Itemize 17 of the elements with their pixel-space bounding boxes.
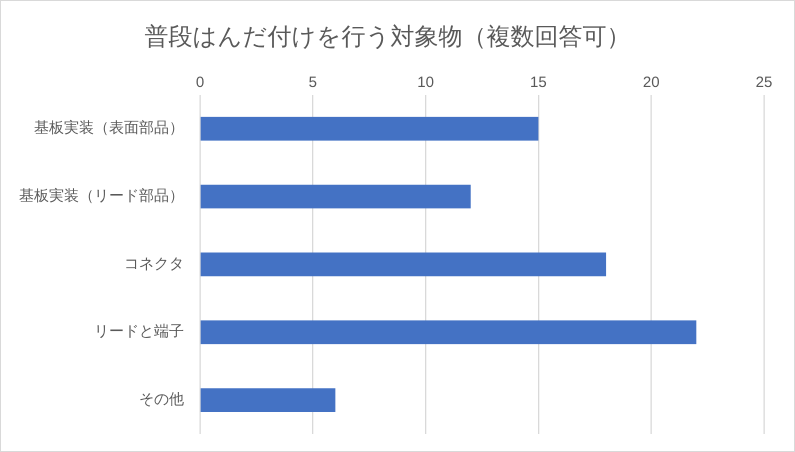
y-tick-label: 基板実装（表面部品） — [34, 118, 184, 137]
y-tick-label: 基板実装（リード部品） — [19, 186, 184, 204]
x-tick-label: 10 — [417, 74, 434, 91]
x-tick-label: 0 — [196, 74, 204, 91]
bar — [200, 252, 606, 276]
y-tick-label: その他 — [139, 390, 184, 408]
bar — [200, 320, 696, 344]
bar — [200, 388, 336, 412]
x-tick-label: 20 — [642, 74, 660, 91]
y-tick-label: リードと端子 — [94, 322, 184, 340]
y-tick-label: コネクタ — [124, 254, 184, 272]
chart-title: 普段はんだ付けを行う対象物（複数回答可） — [144, 22, 630, 51]
bar — [200, 116, 538, 141]
bar — [200, 184, 471, 208]
x-tick-label: 15 — [530, 74, 547, 91]
x-tick-label: 25 — [756, 74, 772, 91]
x-tick-label: 5 — [308, 74, 317, 91]
